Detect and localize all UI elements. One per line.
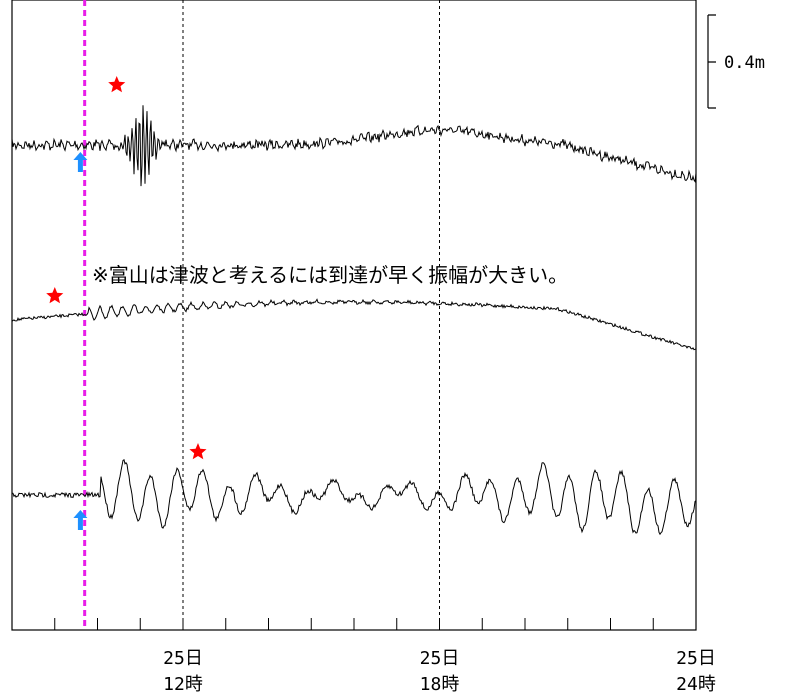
x-tick-label-day: 25日	[676, 648, 716, 669]
x-tick-label-time: 12時	[163, 674, 203, 695]
arrow-marker	[73, 510, 88, 530]
arrow-marker	[73, 152, 88, 172]
x-tick-label-day: 25日	[420, 648, 460, 669]
trace-line-3	[11, 459, 697, 536]
plot-frame	[11, 0, 697, 631]
annotation-text: ※富山は津波と考えるには到達が早く振幅が大きい。	[92, 263, 568, 287]
markers	[46, 76, 207, 530]
gridlines	[182, 0, 440, 630]
traces	[11, 105, 697, 536]
scale-bar-label: 0.4m	[724, 53, 765, 73]
trace-line-2	[11, 298, 697, 351]
trace-line-1	[11, 105, 697, 187]
scale-bar: 0.4m	[707, 14, 765, 109]
star-marker	[46, 287, 64, 304]
x-tick-labels: 25日 12時 25日 18時 25日 24時	[163, 648, 716, 695]
x-ticks	[54, 618, 654, 630]
x-tick-label-time: 18時	[420, 674, 460, 695]
star-marker	[189, 443, 207, 460]
star-marker	[108, 76, 126, 93]
x-tick-label-day: 25日	[163, 648, 203, 669]
x-tick-label-time: 24時	[676, 674, 716, 695]
